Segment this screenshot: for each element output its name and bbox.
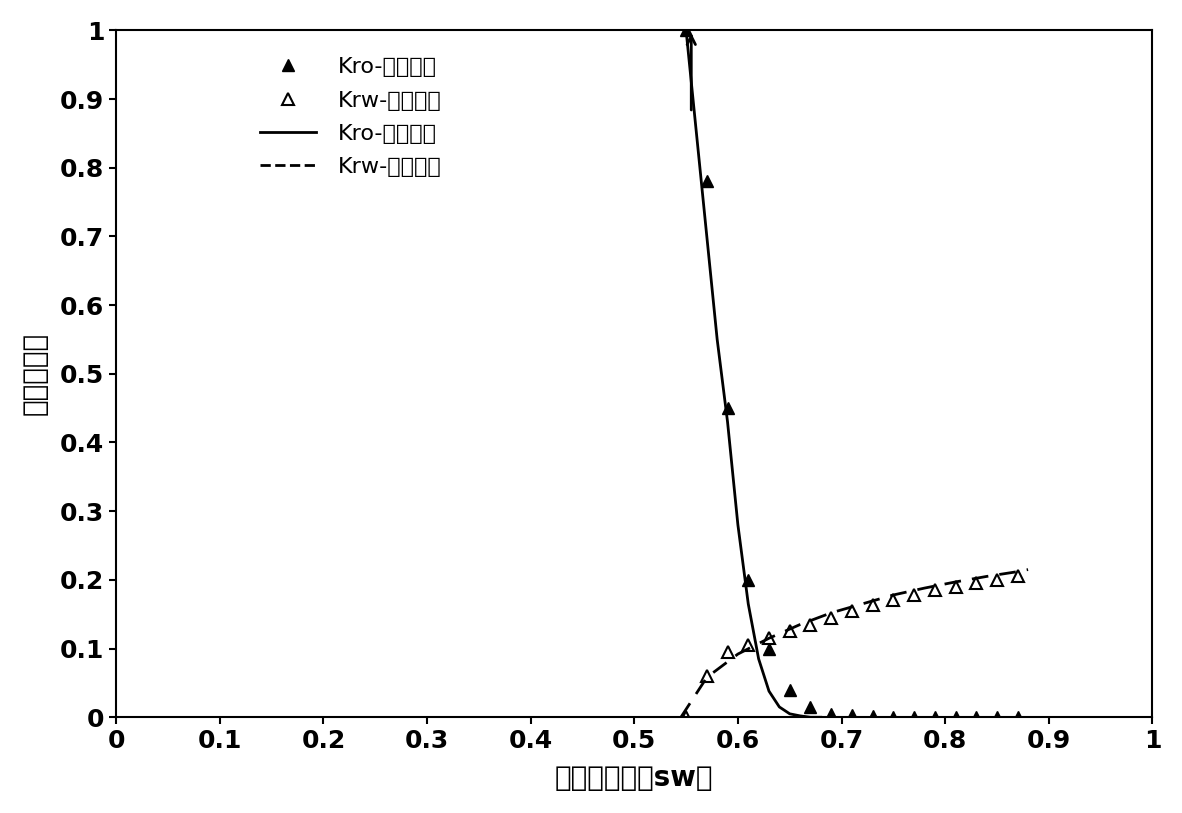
Y-axis label: 相对渗透率: 相对渗透率	[21, 333, 48, 415]
Legend: Kro-实验数据, Krw-实验数据, Kro-计算数据, Krw-计算数据: Kro-实验数据, Krw-实验数据, Kro-计算数据, Krw-计算数据	[252, 48, 450, 186]
X-axis label: 含水饱和度（sw）: 含水饱和度（sw）	[556, 764, 714, 792]
